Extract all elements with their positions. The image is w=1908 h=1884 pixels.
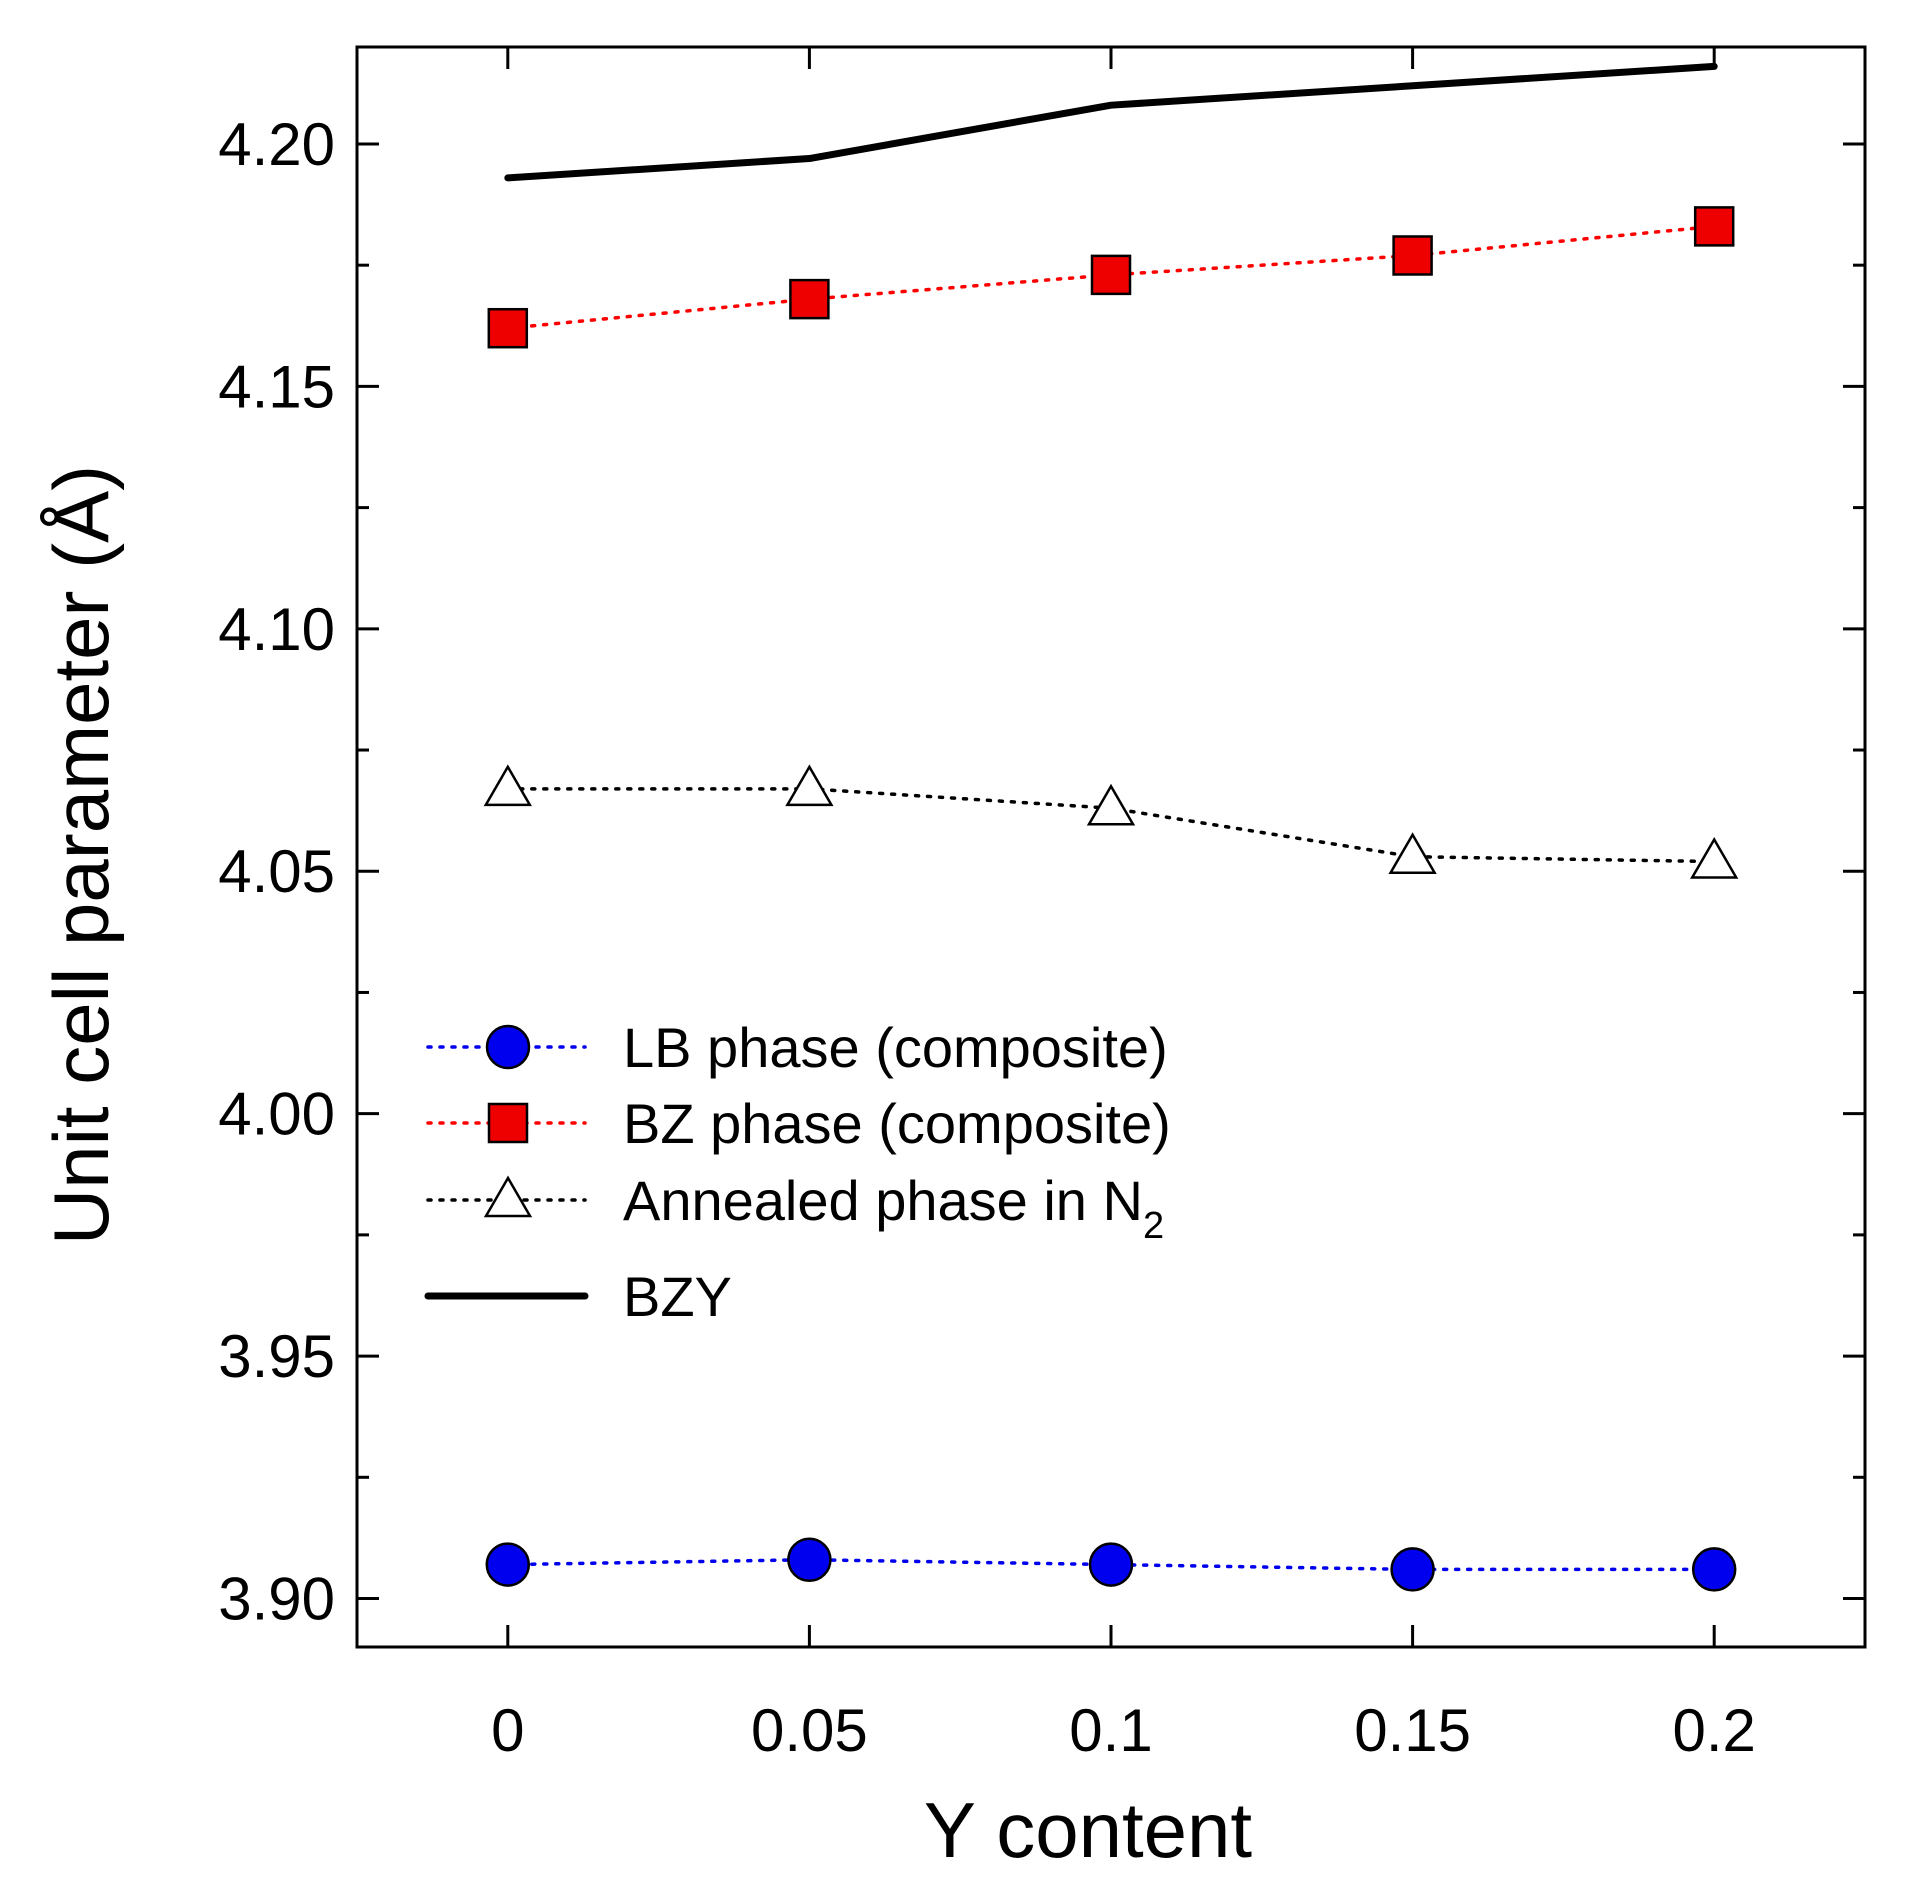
y-tick-label: 4.15 [218, 353, 335, 420]
legend-marker [483, 1175, 533, 1218]
data-point [1390, 1547, 1435, 1592]
x-tick-label: 0.2 [1672, 1697, 1755, 1764]
legend-marker [485, 1024, 531, 1070]
data-point [483, 764, 532, 807]
x-axis-title: Y content [924, 1786, 1252, 1874]
legend-entry: BZY [424, 1265, 732, 1328]
data-point [1388, 832, 1437, 874]
data-point [1392, 235, 1433, 276]
y-tick-label: 4.20 [218, 111, 335, 178]
legend-label: LB phase (composite) [623, 1016, 1168, 1079]
data-point [1086, 783, 1136, 826]
y-tick-label: 4.00 [218, 1081, 335, 1148]
x-tick-label: 0 [491, 1697, 524, 1764]
data-point [1693, 206, 1735, 247]
series-2 [483, 764, 1739, 879]
data-point [1088, 1542, 1134, 1587]
data-point [485, 1542, 531, 1587]
data-point [1090, 254, 1132, 296]
legend-entry: LB phase (composite) [426, 1016, 1168, 1079]
y-axis-ticks: 3.90 3.95 4.00 4.05 4.10 4.15 4.20 [218, 111, 1865, 1633]
legend-entry: BZ phase (composite) [426, 1092, 1171, 1155]
legend: LB phase (composite) BZ phase (composite)… [424, 1016, 1171, 1328]
legend-label: BZ phase (composite) [623, 1092, 1171, 1155]
data-point [787, 1537, 832, 1582]
legend-label: Annealed phase in N2 [623, 1169, 1164, 1247]
data-point [1691, 1547, 1737, 1592]
data-point [789, 278, 830, 320]
series-0 [485, 1537, 1737, 1592]
legend-label-subscript: 2 [1143, 1205, 1164, 1247]
y-axis-title: Unit cell parameter (Å) [37, 465, 125, 1245]
legend-entry: Annealed phase in N2 [426, 1169, 1164, 1247]
x-axis-ticks: 0 0.05 0.1 0.15 0.2 [491, 47, 1756, 1764]
y-tick-label: 3.90 [218, 1566, 335, 1633]
legend-marker [487, 1102, 529, 1144]
legend-label: BZY [623, 1265, 732, 1328]
series-3 [504, 62, 1718, 182]
series-1 [487, 206, 1735, 349]
data-point [785, 764, 834, 807]
x-tick-label: 0.05 [751, 1697, 868, 1764]
y-tick-label: 3.95 [218, 1323, 335, 1390]
x-tick-label: 0.15 [1354, 1697, 1471, 1764]
y-tick-label: 4.10 [218, 596, 335, 663]
series-layer [483, 62, 1739, 1592]
series-line [506, 224, 1716, 330]
x-tick-label: 0.1 [1069, 1697, 1152, 1764]
series-line [504, 62, 1718, 182]
data-point [487, 307, 529, 349]
data-point [1690, 837, 1739, 879]
y-tick-label: 4.05 [218, 838, 335, 905]
